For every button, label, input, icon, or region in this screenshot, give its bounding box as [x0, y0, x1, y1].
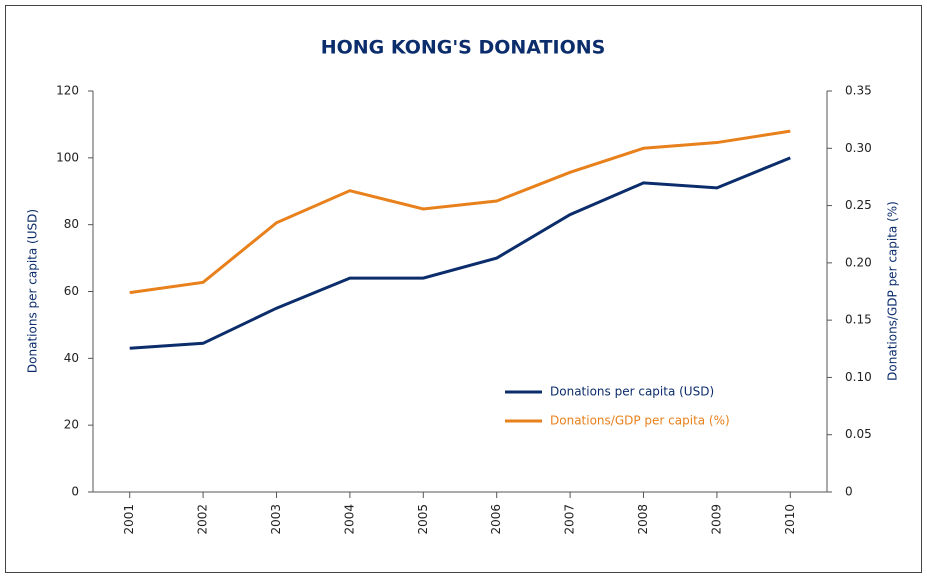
y-tick-label: 40 [64, 351, 79, 365]
series-line [129, 129, 791, 295]
x-tick-label: 2009 [709, 504, 723, 535]
legend-label: Donations/GDP per capita (%) [550, 414, 730, 428]
x-tick-label: 2006 [489, 504, 503, 535]
y2-tick-label: 0.20 [845, 255, 872, 269]
y2-tick-label: 0.35 [845, 84, 872, 98]
x-tick-label: 2003 [269, 504, 283, 535]
frame [5, 5, 922, 573]
y-axis-label: Donations per capita (USD) [26, 209, 40, 373]
y2-tick-label: 0 [845, 485, 853, 499]
x-tick-label: 2001 [122, 504, 136, 535]
legend-label: Donations per capita (USD) [550, 385, 714, 399]
y2-tick-label: 0.15 [845, 313, 872, 327]
chart-title: HONG KONG'S DONATIONS [321, 37, 606, 59]
x-tick-label: 2002 [196, 504, 210, 535]
y2-tick-label: 0.30 [845, 141, 872, 155]
y-tick-label: 20 [64, 418, 79, 432]
series-line [129, 156, 791, 350]
y-tick-label: 100 [56, 150, 79, 164]
x-tick-label: 2004 [342, 504, 356, 535]
y-tick-label: 0 [71, 485, 79, 499]
x-tick-label: 2007 [563, 504, 577, 535]
y2-tick-label: 0.25 [845, 198, 872, 212]
y-tick-label: 80 [64, 217, 79, 231]
y-tick-label: 120 [56, 84, 79, 98]
y2-axis-label: Donations/GDP per capita (%) [886, 201, 900, 381]
y2-tick-label: 0.10 [845, 370, 872, 384]
x-tick-label: 2010 [783, 504, 797, 535]
x-tick-label: 2008 [636, 504, 650, 535]
y-tick-label: 60 [64, 284, 79, 298]
x-tick-label: 2005 [416, 504, 430, 535]
y2-tick-label: 0.05 [845, 427, 872, 441]
